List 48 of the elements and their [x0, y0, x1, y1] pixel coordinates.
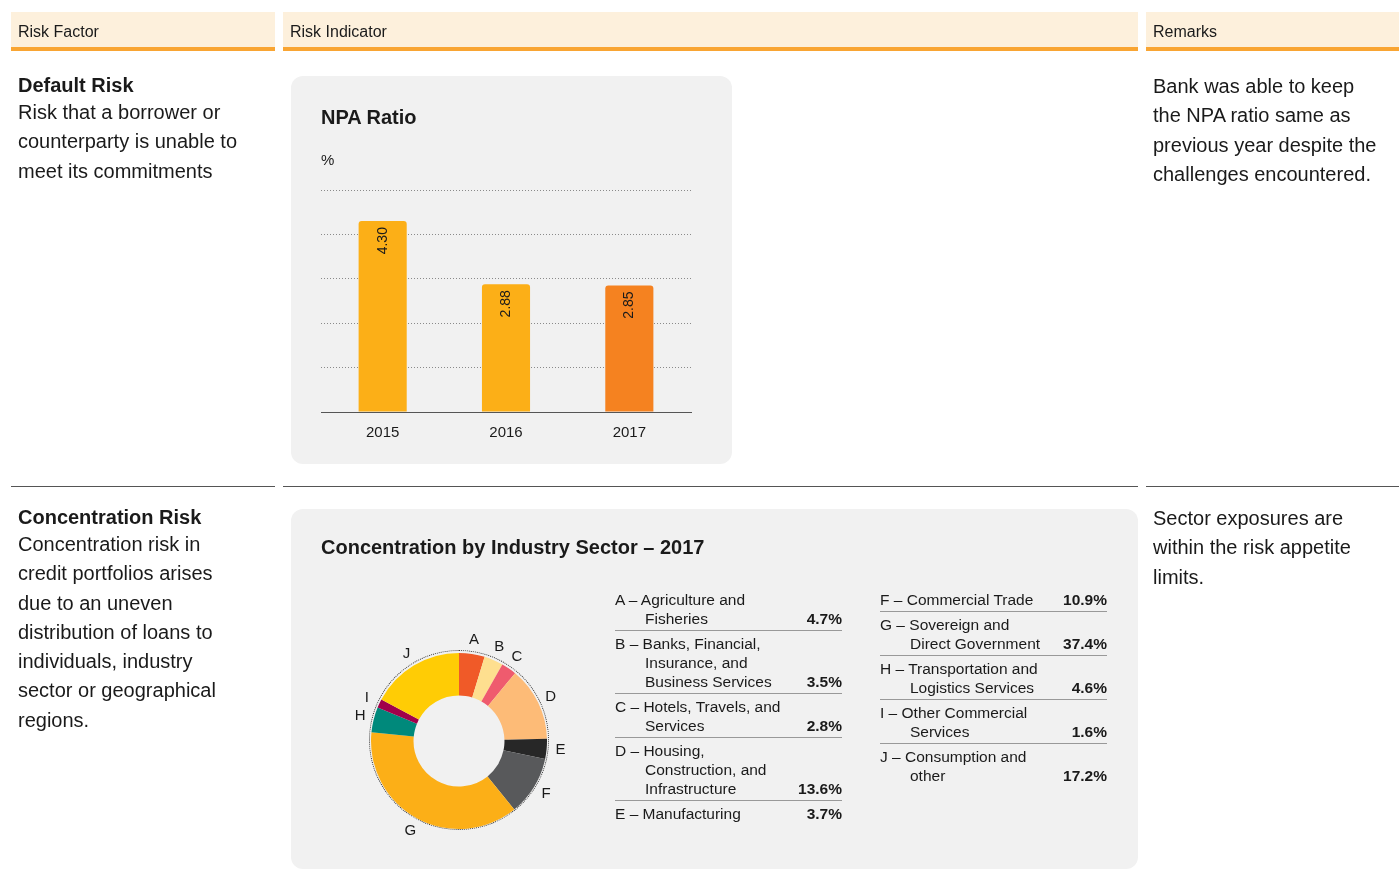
slice-label: H	[354, 706, 366, 724]
y-axis-title: %	[321, 151, 335, 168]
slice-label: D	[545, 686, 557, 704]
text: Sector exposures are within the risk appetite limits.	[1153, 506, 1352, 590]
text: 37.4%	[1062, 634, 1107, 653]
data-label: 2.88	[496, 289, 513, 318]
text: Concentration Risk	[18, 505, 203, 530]
text: 17.2%	[1062, 766, 1107, 785]
text: F – Commercial Trade	[880, 590, 1035, 609]
text: 13.6%	[797, 779, 842, 798]
text: 4.6%	[1070, 678, 1107, 697]
data-label: 2.85	[620, 291, 637, 319]
slice-label: J	[402, 643, 411, 661]
text: D – Housing, Construction, and Infrastructure	[615, 741, 768, 798]
text: Default Risk	[18, 73, 135, 98]
text: Risk Factor	[11, 12, 275, 51]
text: B – Banks, Financial, Insurance, and Business Services	[615, 634, 773, 691]
x-tick-label: 2017	[612, 423, 647, 441]
x-tick-label: 2016	[489, 423, 523, 441]
text: C – Hotels, Travels, and Services	[615, 697, 782, 735]
slice-label: B	[494, 637, 505, 655]
slice-label: A	[469, 630, 480, 648]
text: Risk Indicator	[283, 12, 1138, 51]
text: G – Sovereign and Direct Government	[880, 615, 1042, 653]
slice-label: E	[555, 740, 566, 758]
text: Risk that a borrower or counterparty is unable to meet its commitments	[18, 100, 239, 184]
text: I – Other Commercial Services	[880, 703, 1029, 741]
text: A – Agriculture and Fisheries	[615, 590, 747, 628]
text: 10.9%	[1062, 590, 1107, 609]
text: E – Manufacturing	[615, 804, 742, 823]
text: 2.8%	[805, 716, 842, 735]
slice-label: C	[511, 647, 523, 665]
text: Concentration risk in credit portfolios arises due to an uneven distribution of loans to individuals, industry sector or geographical regions.	[18, 532, 217, 733]
data-label: 4.30	[373, 226, 390, 255]
text: J – Consumption and other	[880, 747, 1028, 785]
chart-title: Concentration by Industry Sector – 2017	[321, 536, 705, 559]
text: 1.6%	[1070, 722, 1107, 741]
slice-label: F	[541, 784, 551, 802]
chart-title: NPA Ratio	[321, 106, 417, 129]
text: 3.7%	[805, 804, 842, 823]
x-tick-label: 2015	[365, 423, 400, 441]
text: 3.5%	[805, 672, 842, 691]
text: H – Transportation and Logistics Services	[880, 659, 1039, 697]
slice-label: G	[404, 820, 417, 838]
text: 4.7%	[805, 609, 842, 628]
slice-label: I	[364, 687, 369, 705]
text: Bank was able to keep the NPA ratio same as previous year despite the challenges encountered.	[1153, 74, 1378, 187]
text: Remarks	[1146, 12, 1399, 51]
